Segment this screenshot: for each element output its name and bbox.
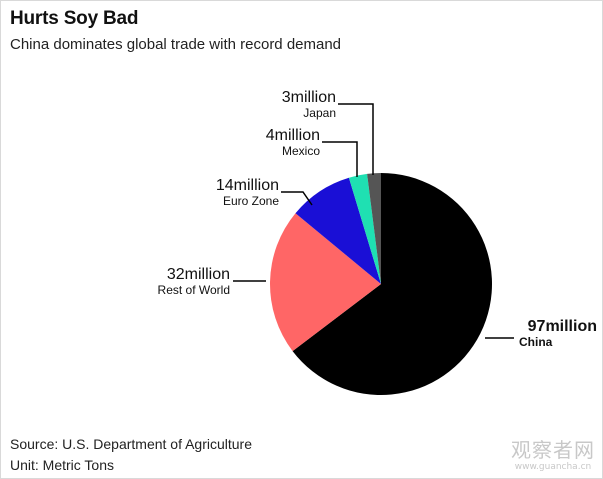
leader-line-mexico — [322, 141, 358, 177]
leader-line-japan — [338, 103, 374, 175]
slice-value-label: 97million — [528, 318, 597, 335]
watermark-url: www.guancha.cn — [514, 462, 592, 472]
chart-title: Hurts Soy Bad — [10, 8, 139, 29]
pie-slice-euro-zone — [295, 177, 381, 284]
slice-category-label: Mexico — [282, 144, 320, 158]
slice-category-label: Japan — [303, 106, 336, 120]
unit-note: Unit: Metric Tons — [10, 457, 114, 473]
slice-category-label: Euro Zone — [223, 194, 279, 208]
watermark: 观察者网 www.guancha.cn — [511, 434, 595, 472]
watermark-text: 观察者网 — [511, 438, 595, 462]
pie-slice-japan — [367, 173, 381, 284]
leader-lines — [233, 103, 514, 339]
slice-value-label: 14million — [216, 177, 279, 194]
pie-slice-china — [292, 173, 493, 396]
slice-category-label: Rest of World — [158, 283, 230, 297]
pie-slice-mexico — [348, 173, 381, 284]
pie-slice-rest-of-world — [270, 213, 381, 352]
pie-slices — [270, 173, 493, 396]
chart-subtitle: China dominates global trade with record… — [10, 36, 342, 53]
slice-value-label: 4million — [266, 127, 320, 144]
slice-value-label: 3million — [282, 89, 336, 106]
source-note: Source: U.S. Department of Agriculture — [10, 436, 252, 452]
slice-category-label: China — [519, 335, 553, 349]
leader-line-euro-zone — [281, 191, 313, 206]
slice-value-label: 32million — [167, 266, 230, 283]
